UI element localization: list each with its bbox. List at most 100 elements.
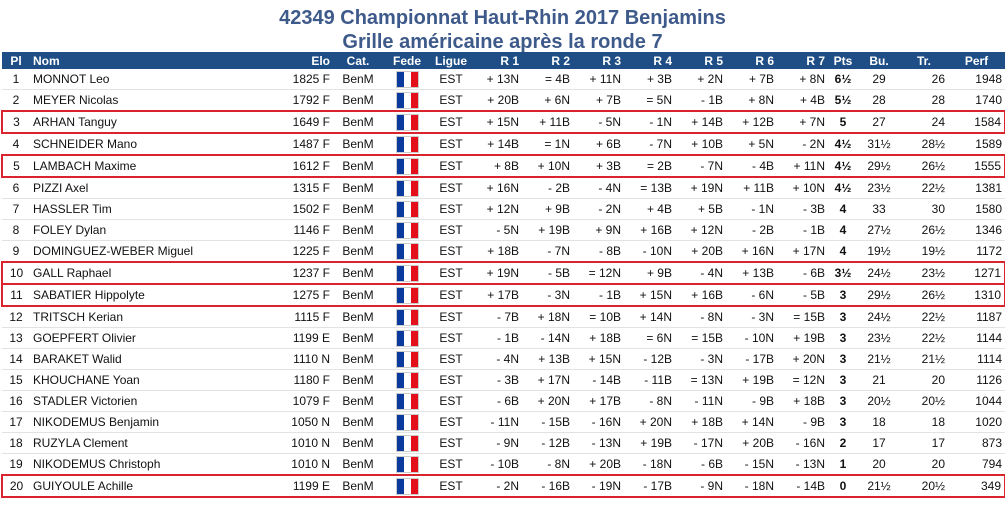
cell: BenM <box>333 177 383 199</box>
cell: EST <box>431 110 471 134</box>
cell: - 14N <box>522 327 573 349</box>
cell: 19 <box>2 453 30 476</box>
cell: - 16N <box>573 411 624 433</box>
cell: 1487 F <box>283 133 333 156</box>
cell: 14 <box>2 348 30 370</box>
flag <box>396 180 418 196</box>
cell: 27 <box>858 110 900 134</box>
cell: 3 <box>1 110 30 134</box>
cell: + 15N <box>624 283 675 307</box>
cell: 20½ <box>900 390 948 412</box>
cell: 17 <box>2 411 30 433</box>
cell: 349 <box>948 474 1005 498</box>
cell: + 19B <box>726 369 777 391</box>
cell: = 5N <box>624 89 675 112</box>
cell: 1555 <box>948 154 1005 178</box>
cell: BARAKET Walid <box>30 348 283 370</box>
cell: 1187 <box>948 306 1005 328</box>
cell: 12 <box>2 306 30 328</box>
cell: 29½ <box>858 154 900 178</box>
cell: BenM <box>333 69 383 90</box>
cell: - 12B <box>624 348 675 370</box>
cell: 1948 <box>948 69 1005 90</box>
cell: - 14B <box>777 474 828 498</box>
cell: 3 <box>828 306 858 328</box>
cell: NIKODEMUS Benjamin <box>30 411 283 433</box>
cell: - 2N <box>471 474 522 498</box>
player-row: 3 ARHAN Tanguy 1649 F BenM EST + 15N + 11B - 5N… <box>1 110 1005 134</box>
cell: NIKODEMUS Christoph <box>30 453 283 476</box>
fede-cell <box>383 89 431 112</box>
cell: 1010 N <box>283 432 333 454</box>
cell: - 17B <box>624 474 675 498</box>
cell: = 15B <box>675 327 726 349</box>
cell: + 8B <box>471 154 522 178</box>
cell: - 5B <box>777 283 828 307</box>
cell: EST <box>431 453 471 476</box>
cell: = 10B <box>573 306 624 328</box>
cell: + 20N <box>522 390 573 412</box>
cell: 29 <box>858 69 900 90</box>
cell: + 17N <box>522 369 573 391</box>
column-header: R 7 <box>777 52 828 69</box>
cell: + 19B <box>777 327 828 349</box>
cell: - 16N <box>777 432 828 454</box>
cell: - 7B <box>471 306 522 328</box>
cell: - 1B <box>471 327 522 349</box>
cell: 33 <box>858 198 900 220</box>
cell: - 3N <box>675 348 726 370</box>
cell: - 16B <box>522 474 573 498</box>
cell: 3 <box>828 369 858 391</box>
cell: 1310 <box>948 283 1005 307</box>
cell: EST <box>431 369 471 391</box>
cell: - 1B <box>675 89 726 112</box>
cell: 18 <box>2 432 30 454</box>
cell: EST <box>431 198 471 220</box>
cell: 23½ <box>858 177 900 199</box>
flag <box>396 435 418 451</box>
column-header: R 1 <box>471 52 522 69</box>
cell: 1199 E <box>283 327 333 349</box>
cell: + 14N <box>624 306 675 328</box>
cell: DOMINGUEZ-WEBER Miguel <box>30 240 283 263</box>
cell: + 12B <box>726 110 777 134</box>
player-row: 16 STADLER Victorien 1079 F BenM EST - 6B + 20… <box>2 390 1005 412</box>
cell: 1050 N <box>283 411 333 433</box>
cell: EST <box>431 89 471 112</box>
column-header: R 6 <box>726 52 777 69</box>
cell: 19½ <box>900 240 948 263</box>
cell: + 11N <box>573 69 624 90</box>
cell: + 9B <box>522 198 573 220</box>
cell: + 12N <box>471 198 522 220</box>
cell: - 2N <box>777 133 828 156</box>
cell: + 14B <box>675 110 726 134</box>
cell: 24½ <box>858 261 900 285</box>
cell: 9 <box>2 240 30 263</box>
cell: LAMBACH Maxime <box>30 154 283 178</box>
cell: BenM <box>333 240 383 263</box>
cell: + 11B <box>726 177 777 199</box>
cell: EST <box>431 327 471 349</box>
cell: + 16B <box>624 219 675 241</box>
cell: + 13N <box>471 69 522 90</box>
cell: STADLER Victorien <box>30 390 283 412</box>
cell: BenM <box>333 432 383 454</box>
column-header: Nom <box>30 52 283 69</box>
cell: + 17B <box>573 390 624 412</box>
fede-cell <box>383 110 431 134</box>
cell: 1 <box>828 453 858 476</box>
cell: - 5B <box>522 261 573 285</box>
cell: 29½ <box>858 283 900 307</box>
cell: 873 <box>948 432 1005 454</box>
cell: 13 <box>2 327 30 349</box>
cell: EST <box>431 69 471 90</box>
player-row: 4 SCHNEIDER Mano 1487 F BenM EST + 14B = 1N + 6… <box>2 133 1005 156</box>
cell: 20½ <box>900 474 948 498</box>
cell: 17 <box>900 432 948 454</box>
cell: - 7N <box>624 133 675 156</box>
cell: - 1N <box>624 110 675 134</box>
cell: ARHAN Tanguy <box>30 110 283 134</box>
flag <box>396 456 418 472</box>
cell: + 3B <box>573 154 624 178</box>
